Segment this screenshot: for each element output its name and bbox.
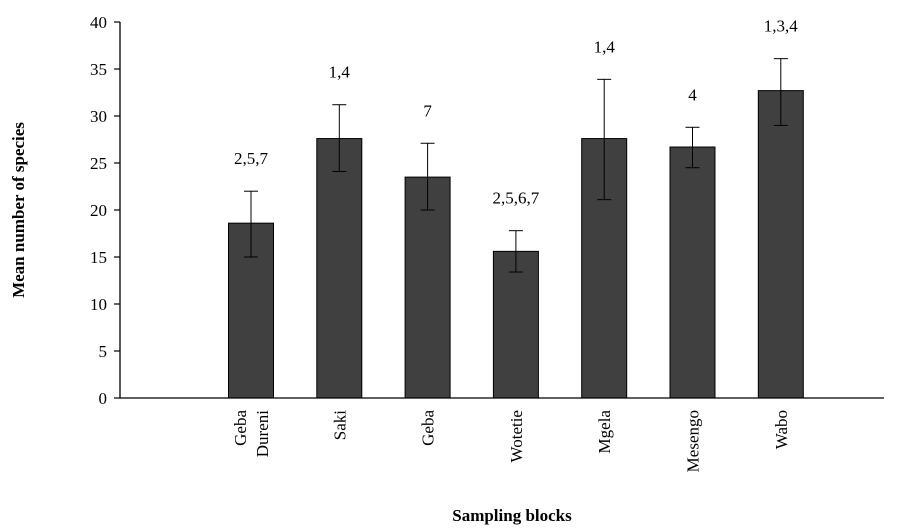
category-label: Saki: [330, 410, 349, 441]
y-tick-label: 40: [90, 13, 107, 32]
error-bars-group: [244, 58, 788, 273]
y-tick-label: 15: [90, 248, 107, 267]
bar: [669, 146, 716, 399]
bar-annotation: 4: [688, 85, 697, 104]
bar: [492, 250, 539, 399]
annotations-group: 2,5,7 1,4 7 2,5,6,7 1,4 4 1,3,4: [234, 17, 798, 208]
category-label: Geba: [419, 410, 438, 446]
bar-annotation: 7: [423, 101, 432, 120]
x-axis-title: Sampling blocks: [452, 506, 572, 525]
y-tick-label: 0: [99, 389, 108, 408]
bar-annotation: 2,5,7: [234, 149, 269, 168]
y-tick-label: 25: [90, 154, 107, 173]
y-tick-label: 35: [90, 60, 107, 79]
y-tick-label: 20: [90, 201, 107, 220]
category-labels-group: Geba Dureni Saki Geba Wotetie Mgela Mesengo Wab…: [231, 410, 791, 473]
y-axis-ticks: 0 5 10 15 20 25 30 35 40: [90, 13, 120, 408]
bar-annotation: 1,3,4: [764, 17, 799, 36]
bar-annotation: 2,5,6,7: [493, 189, 540, 208]
y-tick-label: 30: [90, 107, 107, 126]
category-label: Dureni: [253, 410, 272, 457]
category-label: Mesengo: [684, 410, 703, 472]
bar-annotation: 1,4: [329, 63, 351, 82]
y-axis-title: Mean number of species: [9, 122, 28, 298]
category-label: Mgela: [595, 410, 614, 454]
category-label: Wabo: [772, 410, 791, 449]
category-label: Wotetie: [507, 410, 526, 462]
y-tick-label: 10: [90, 295, 107, 314]
bar: [757, 90, 804, 399]
category-label: Geba: [231, 410, 250, 446]
y-tick-label: 5: [99, 342, 108, 361]
bar-annotation: 1,4: [594, 37, 616, 56]
bar: [316, 138, 363, 399]
